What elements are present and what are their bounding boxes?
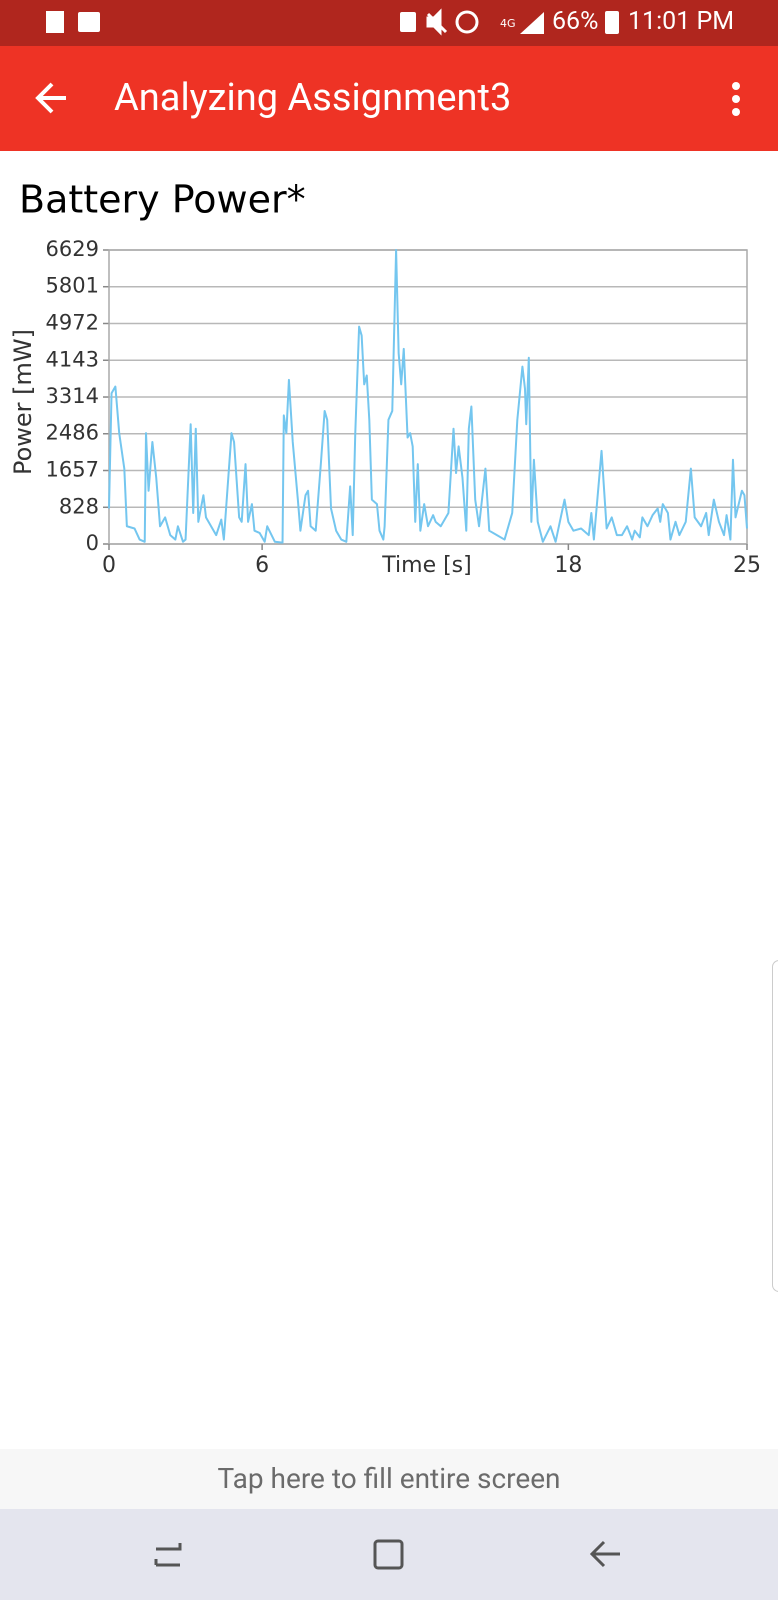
menu-dot[interactable] (732, 82, 740, 90)
back-nav-button[interactable] (589, 1540, 620, 1568)
battery-saver-icon (400, 12, 416, 32)
chart-title: Battery Power* (19, 178, 306, 222)
recents-button[interactable] (154, 1543, 182, 1567)
chart: Battery Power* 0 828 1657 2486 3314 4143 4972 5… (9, 178, 761, 579)
y-axis-label: Power [mW] (9, 329, 37, 475)
fill-screen-button[interactable]: Tap here to fill entire screen (0, 1449, 778, 1509)
nav-bar (0, 1509, 778, 1600)
app-bar-icons (35, 82, 740, 116)
network-icon: 4G (500, 17, 516, 30)
battery-level: 66% (552, 7, 599, 36)
mute-icon (426, 8, 448, 36)
app-title: Analyzing Assignment3 (114, 76, 512, 120)
y-tick-label: 6629 (46, 237, 99, 261)
gallery-icon (78, 12, 100, 32)
y-tick-label: 3314 (46, 384, 99, 408)
y-tick-label: 5801 (46, 274, 99, 298)
menu-dot[interactable] (732, 108, 740, 116)
menu-dot[interactable] (732, 95, 740, 103)
x-tick-label: 18 (554, 553, 582, 578)
back-button[interactable] (35, 82, 66, 114)
y-tick-label: 0 (86, 531, 99, 555)
alarm-icon (455, 10, 479, 34)
status-bar: 4G 66% 11:01 PM (0, 0, 778, 46)
x-tick-label: 0 (102, 553, 116, 578)
y-tick-label: 2486 (46, 421, 99, 445)
x-tick-label: 6 (255, 553, 269, 578)
battery-icon (605, 11, 619, 34)
x-tick-label: 25 (733, 553, 761, 578)
y-tick-label: 4972 (46, 310, 99, 334)
notification-icon (46, 11, 64, 33)
home-button[interactable] (373, 1539, 404, 1570)
clock: 11:01 PM (628, 7, 735, 36)
edge-handle[interactable] (772, 960, 778, 1292)
app-bar: Analyzing Assignment3 (0, 46, 778, 151)
data-line (108, 249, 748, 544)
signal-icon (520, 12, 544, 34)
status-icons: 4G (46, 8, 619, 36)
plot-border (108, 249, 748, 545)
x-axis-label: Time [s] (381, 553, 471, 578)
y-tick-label: 828 (59, 494, 99, 518)
y-tick-label: 1657 (46, 458, 99, 482)
nav-icons (154, 1539, 620, 1570)
y-tick-label: 4143 (46, 347, 99, 371)
